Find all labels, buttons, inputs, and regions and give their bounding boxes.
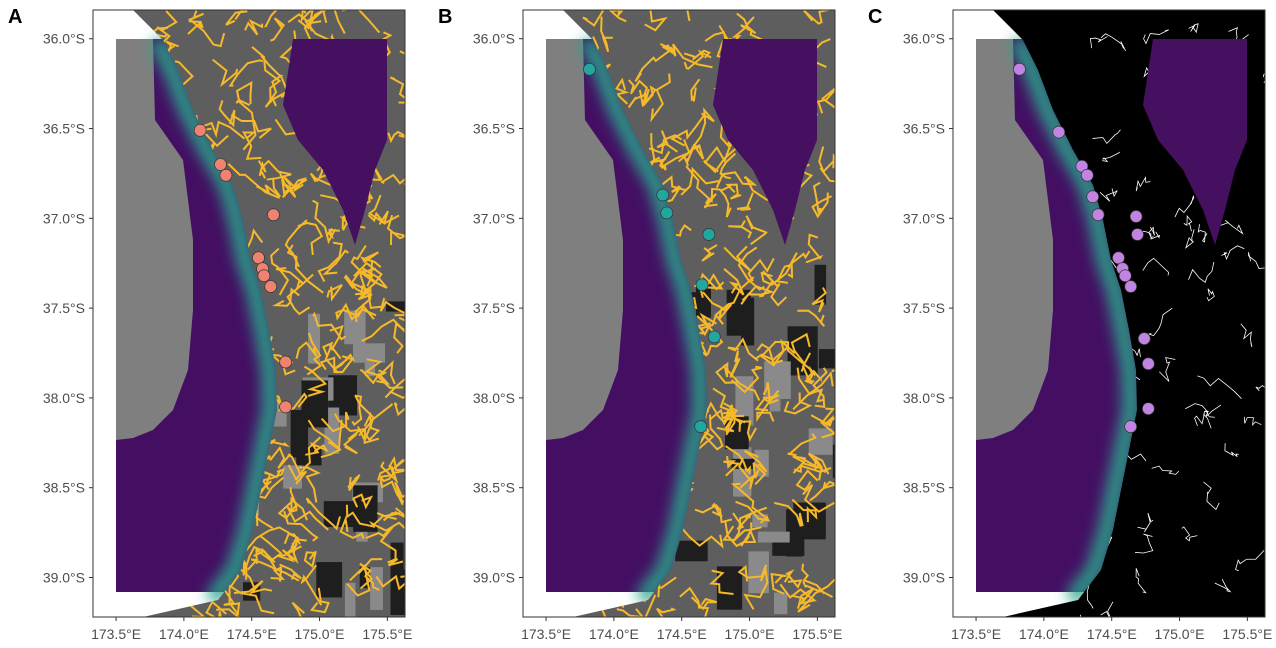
site-point — [1112, 252, 1124, 264]
x-tick-label: 175.5°E — [362, 626, 412, 642]
y-tick-label: 38.0°S — [473, 390, 515, 406]
site-point — [1142, 358, 1154, 370]
site-point — [252, 252, 264, 264]
y-tick-label: 38.0°S — [903, 390, 945, 406]
site-point — [695, 421, 707, 433]
x-tick-label: 174.0°E — [159, 626, 209, 642]
x-tick-label: 173.5°E — [91, 626, 141, 642]
map-panel: 173.5°E 174.0°E 174.5°E 175.0°E 175.5°E 36.0°… — [8, 0, 444, 642]
panel-label: B — [438, 6, 452, 28]
site-point — [194, 124, 206, 136]
x-tick-label: 174.0°E — [1019, 626, 1069, 642]
land-patch — [819, 349, 849, 368]
y-tick-label: 36.0°S — [43, 31, 85, 47]
site-point — [1131, 228, 1143, 240]
y-tick-label: 37.5°S — [903, 300, 945, 316]
x-tick-label: 174.5°E — [227, 626, 277, 642]
site-point — [280, 401, 292, 413]
y-tick-label: 38.0°S — [43, 390, 85, 406]
y-tick-label: 36.0°S — [473, 31, 515, 47]
y-tick-label: 37.0°S — [43, 210, 85, 226]
y-tick-label: 36.5°S — [473, 121, 515, 137]
site-point — [1125, 421, 1137, 433]
y-tick-label: 39.0°S — [473, 569, 515, 585]
figure: 173.5°E 174.0°E 174.5°E 175.0°E 175.5°E 36.0°… — [0, 0, 1276, 648]
site-point — [265, 281, 277, 293]
site-point — [215, 158, 227, 170]
road — [404, 161, 445, 184]
x-tick-label: 175.0°E — [1155, 626, 1205, 642]
map-area — [546, 0, 872, 644]
site-point — [267, 209, 279, 221]
map-area — [114, 0, 445, 629]
site-point — [258, 270, 270, 282]
site-point — [703, 228, 715, 240]
x-tick-label: 174.5°E — [1087, 626, 1137, 642]
map-panel: 173.5°E 174.0°E 174.5°E 175.0°E 175.5°E 36.0°… — [438, 0, 872, 644]
site-point — [1119, 270, 1131, 282]
site-point — [1092, 209, 1104, 221]
land-patch — [391, 543, 404, 574]
site-point — [708, 331, 720, 343]
site-point — [1130, 211, 1142, 223]
site-point — [1013, 63, 1025, 75]
y-tick-label: 39.0°S — [43, 569, 85, 585]
site-point — [1125, 281, 1137, 293]
road — [832, 361, 872, 371]
x-tick-label: 173.5°E — [951, 626, 1001, 642]
x-tick-label: 175.5°E — [792, 626, 842, 642]
y-tick-label: 38.5°S — [43, 480, 85, 496]
site-point — [1087, 191, 1099, 203]
panel-label: A — [8, 6, 22, 28]
y-tick-label: 36.0°S — [903, 31, 945, 47]
x-tick-label: 175.0°E — [725, 626, 775, 642]
land-patch — [809, 428, 833, 454]
y-tick-label: 38.5°S — [903, 480, 945, 496]
site-point — [583, 63, 595, 75]
x-tick-label: 173.5°E — [521, 626, 571, 642]
x-tick-label: 175.0°E — [295, 626, 345, 642]
site-point — [220, 169, 232, 181]
road — [835, 379, 849, 402]
y-tick-label: 37.0°S — [903, 210, 945, 226]
site-point — [696, 279, 708, 291]
site-point — [1081, 169, 1093, 181]
panel-label: C — [868, 6, 882, 28]
road — [224, 0, 251, 10]
y-tick-label: 37.0°S — [473, 210, 515, 226]
land-patch — [345, 583, 356, 629]
land-patch — [774, 593, 787, 615]
land-patch — [833, 445, 868, 478]
y-tick-label: 39.0°S — [903, 569, 945, 585]
site-point — [280, 356, 292, 368]
map-area — [976, 10, 1276, 634]
y-tick-label: 38.5°S — [473, 480, 515, 496]
y-tick-label: 36.5°S — [903, 121, 945, 137]
site-point — [657, 189, 669, 201]
y-tick-label: 37.5°S — [43, 300, 85, 316]
map-panel: 173.5°E 174.0°E 174.5°E 175.0°E 175.5°E 36.0°… — [868, 6, 1276, 642]
x-tick-label: 174.0°E — [589, 626, 639, 642]
site-point — [1138, 333, 1150, 345]
site-point — [661, 207, 673, 219]
x-tick-label: 175.5°E — [1222, 626, 1272, 642]
y-tick-label: 36.5°S — [43, 121, 85, 137]
river — [1077, 615, 1086, 634]
site-point — [1142, 403, 1154, 415]
site-point — [1053, 126, 1065, 138]
x-tick-label: 174.5°E — [657, 626, 707, 642]
land-patch — [758, 532, 790, 543]
y-tick-label: 37.5°S — [473, 300, 515, 316]
